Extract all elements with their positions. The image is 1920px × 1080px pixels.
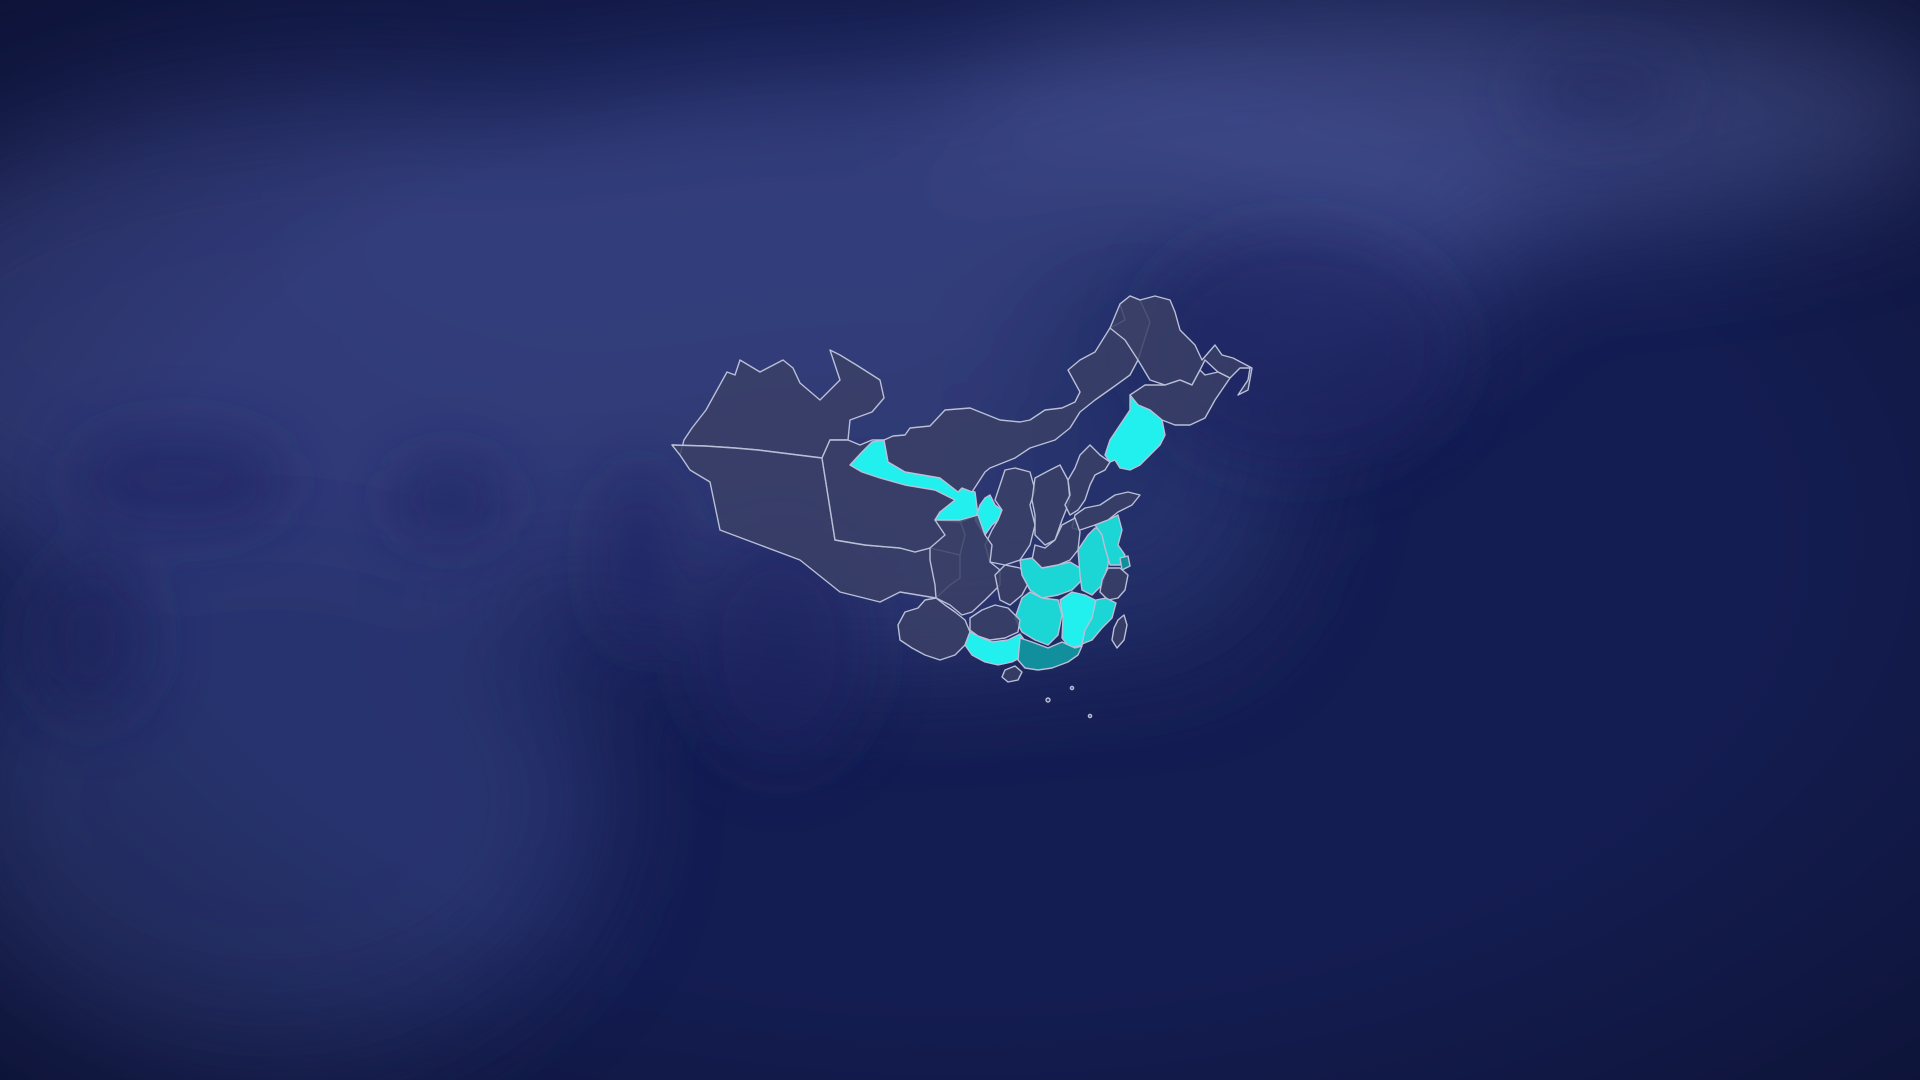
province-chongqing[interactable] xyxy=(994,564,1031,606)
province-liaoning[interactable] xyxy=(1104,394,1166,471)
province-anhui[interactable] xyxy=(1077,527,1111,596)
island-marker xyxy=(1069,685,1075,691)
province-sichuan[interactable] xyxy=(929,514,1001,616)
province-taiwan[interactable] xyxy=(1111,614,1128,649)
province-hunan[interactable] xyxy=(1014,591,1063,646)
province-heilongjiang[interactable] xyxy=(1109,295,1253,396)
province-fujian[interactable] xyxy=(1081,597,1117,645)
province-hainan[interactable] xyxy=(1001,665,1023,683)
province-jiangsu[interactable] xyxy=(1094,514,1126,566)
province-zhejiang[interactable] xyxy=(1099,567,1129,601)
province-shanxi[interactable] xyxy=(1031,464,1071,546)
island-marker xyxy=(1087,713,1093,719)
province-guizhou[interactable] xyxy=(969,604,1021,641)
province-hebei[interactable] xyxy=(1064,444,1111,516)
province-guangdong[interactable] xyxy=(1017,637,1083,671)
island-marker xyxy=(1045,697,1051,703)
province-shanghai[interactable] xyxy=(1119,555,1131,571)
province-yunnan[interactable] xyxy=(897,597,971,661)
